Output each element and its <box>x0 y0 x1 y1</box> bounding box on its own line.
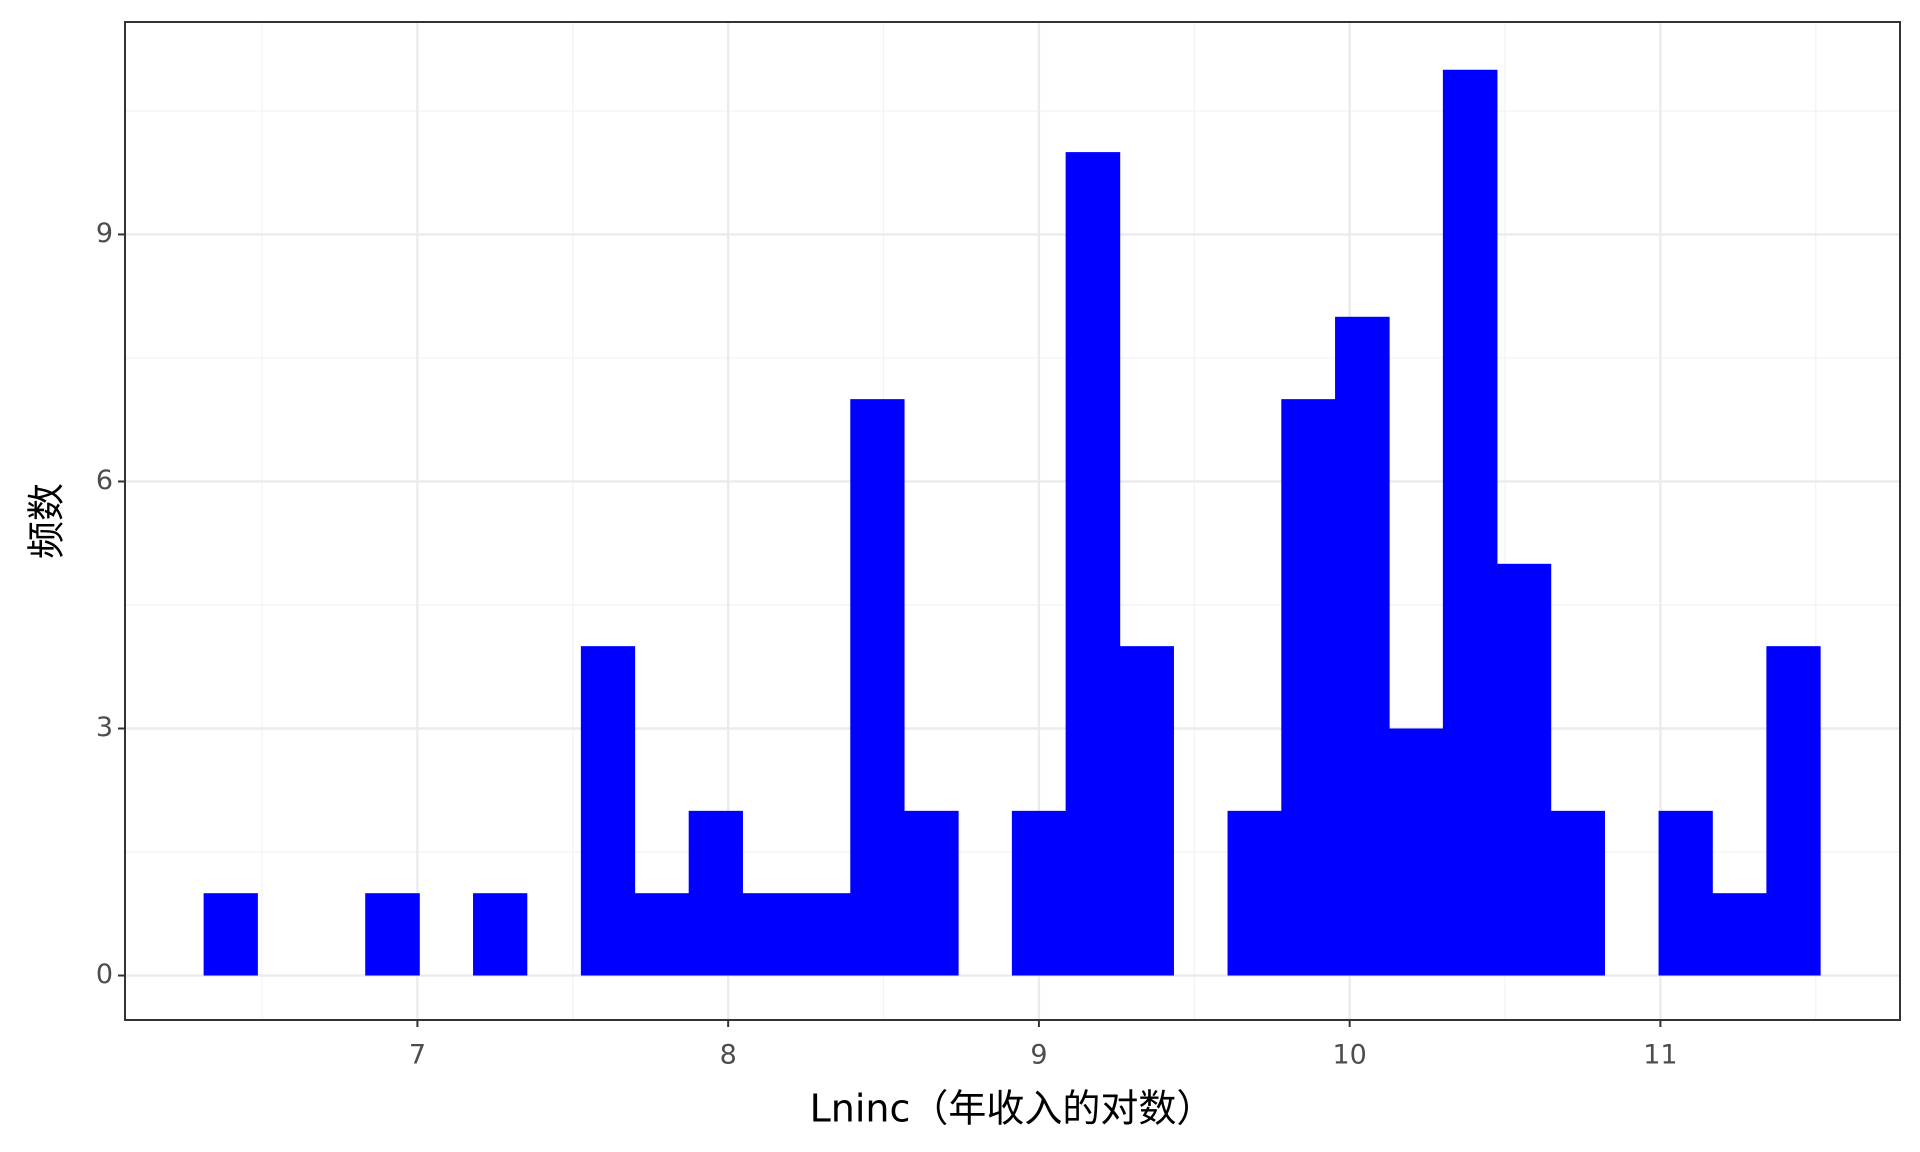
bar <box>1119 646 1174 976</box>
bar <box>904 810 959 976</box>
x-tick-label: 8 <box>720 1040 737 1071</box>
x-tick-label: 9 <box>1030 1040 1047 1071</box>
y-tick-label: 9 <box>96 218 113 249</box>
bar <box>850 399 905 976</box>
bar <box>688 810 743 976</box>
bar <box>1389 728 1444 976</box>
panel-border <box>124 21 1901 1021</box>
bar <box>473 893 528 976</box>
bar <box>1766 646 1821 976</box>
x-tick-label: 10 <box>1332 1040 1366 1071</box>
bar <box>1011 810 1067 976</box>
y-tick-label: 0 <box>96 959 113 990</box>
bar <box>203 893 258 976</box>
y-tick-label: 6 <box>96 465 113 496</box>
x-tick-label: 7 <box>409 1040 426 1071</box>
bar <box>1442 69 1498 976</box>
bar <box>1227 810 1282 976</box>
bar <box>365 893 420 976</box>
y-tick-label: 3 <box>96 712 113 743</box>
bar <box>580 646 636 976</box>
bar <box>1065 152 1121 976</box>
bar <box>1712 893 1767 976</box>
bar <box>796 893 851 976</box>
x-axis-title: Lninc（年收入的对数） <box>810 1087 1215 1131</box>
bar <box>742 893 797 976</box>
bar <box>1335 316 1390 976</box>
bar <box>1658 810 1713 976</box>
bar <box>634 893 690 976</box>
x-tick-label: 11 <box>1643 1040 1677 1071</box>
bar <box>1496 563 1552 976</box>
y-axis-title: 频数 <box>25 483 69 559</box>
bar <box>1550 810 1605 976</box>
bar <box>1281 399 1336 976</box>
